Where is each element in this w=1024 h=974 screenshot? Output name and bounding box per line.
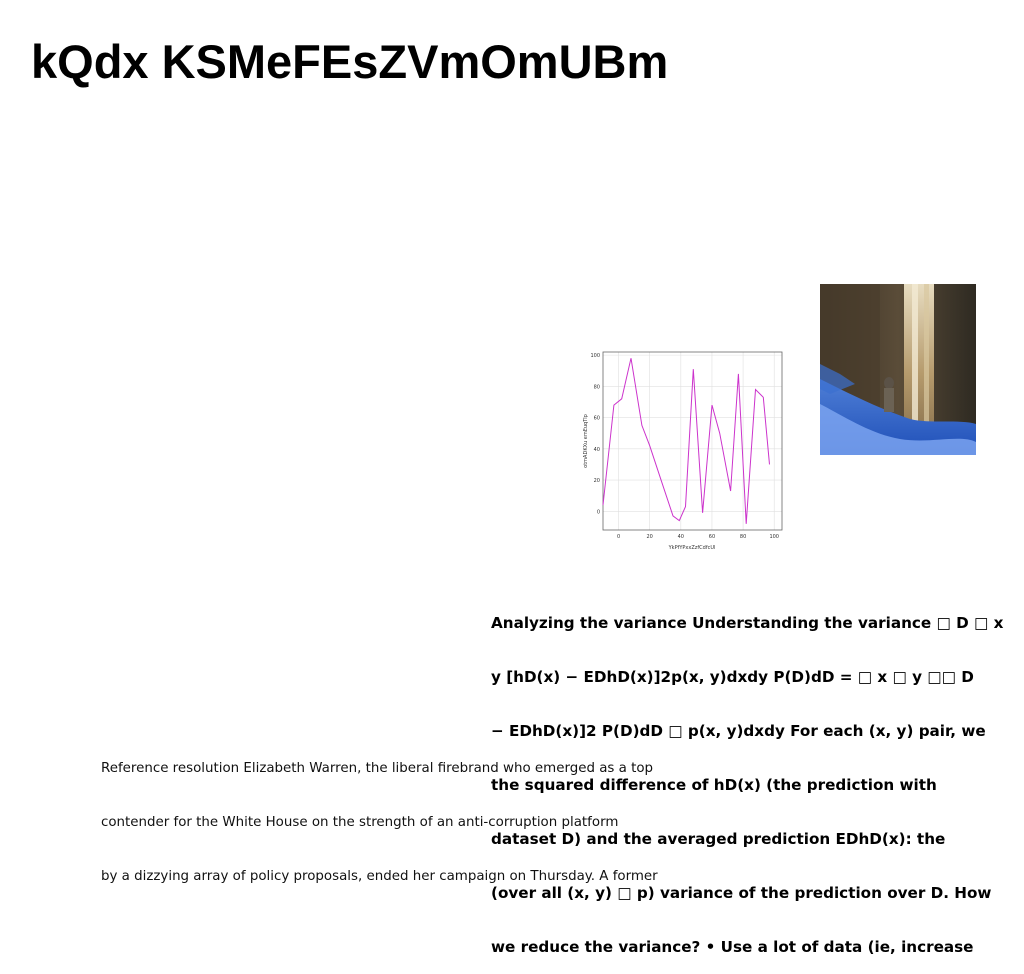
- y-tick-label: 60: [594, 416, 600, 422]
- chart-grid: [603, 352, 782, 530]
- caption-text: Reference resolution Elizabeth Warren, t…: [101, 724, 701, 904]
- caption-line: Reference resolution Elizabeth Warren, t…: [101, 761, 654, 776]
- y-tick-label: 0: [597, 509, 600, 515]
- x-tick-label: 20: [647, 534, 653, 540]
- x-axis-label: YkPfYPxxZzfCdfcUl: [668, 545, 716, 551]
- x-tick-label: 100: [769, 534, 779, 540]
- x-tick-label: 60: [709, 534, 715, 540]
- chart-ticks: 0 20 40 60 80 100 0 20 40 60 80 100: [590, 353, 779, 540]
- waterfall-image: [820, 284, 976, 455]
- y-tick-label: 20: [594, 478, 600, 484]
- plot-frame: [602, 351, 783, 531]
- y-tick-label: 100: [590, 353, 600, 359]
- analysis-line: y [hD(x) − EDhD(x)]2p(x, y)dxdy P(D)dD =…: [491, 668, 974, 686]
- analysis-line: we reduce the variance? • Use a lot of d…: [491, 938, 974, 956]
- x-tick-label: 0: [617, 534, 620, 540]
- y-axis-label: otmADKXu emEuqTlp: [583, 414, 589, 468]
- waterfall-photo: [820, 284, 976, 455]
- x-tick-label: 40: [678, 534, 684, 540]
- page-title: kQdx KSMeFEsZVmOmUBm: [31, 35, 669, 88]
- y-tick-label: 80: [594, 384, 600, 390]
- analysis-line: − EDhD(x)]2 P(D)dD □ p(x, y)dxdy For eac…: [491, 722, 986, 740]
- line-chart: 0 20 40 60 80 100 0 20 40 60 80 100 YkPfYPxxZzfCdfc…: [583, 351, 783, 551]
- caption-line: by a dizzying array of policy proposals,…: [101, 869, 658, 884]
- x-tick-label: 80: [740, 534, 746, 540]
- caption-line: contender for the White House on the str…: [101, 815, 619, 830]
- series-line: [602, 358, 770, 524]
- analysis-line: Analyzing the variance Understanding the…: [491, 614, 1004, 632]
- y-tick-label: 40: [594, 447, 600, 453]
